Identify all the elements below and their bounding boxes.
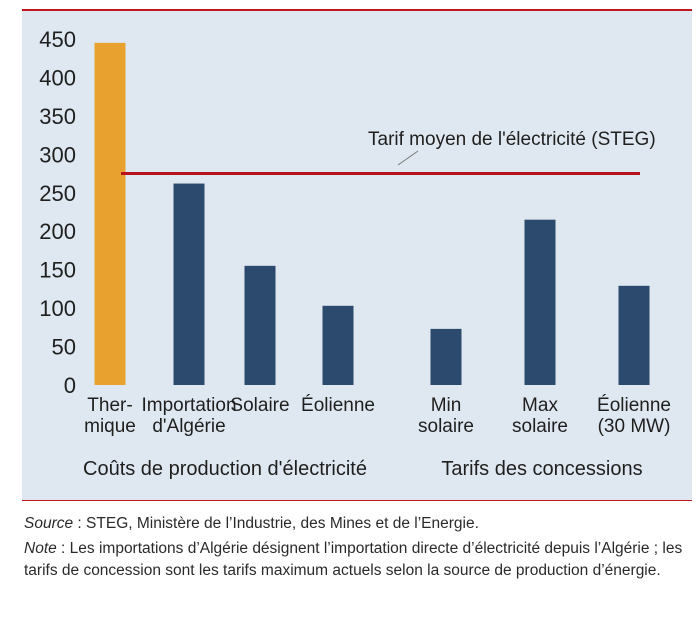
source-label: Source <box>24 515 74 532</box>
y-tick-label: 200 <box>39 219 76 244</box>
x-tick-label: mique <box>84 416 136 437</box>
group-label-concessions: Tarifs des concessions <box>441 458 642 480</box>
bottom-rule <box>22 500 692 501</box>
bar <box>244 265 276 385</box>
x-tick-label: Importation <box>141 395 236 416</box>
x-tick-label: Max <box>522 395 558 416</box>
x-tick-label: solaire <box>418 416 474 437</box>
bar <box>94 42 126 385</box>
note-label: Note <box>24 540 57 557</box>
top-rule <box>22 9 692 11</box>
y-tick-label: 250 <box>39 181 76 206</box>
source-note: Source : STEG, Ministère de l’Industrie,… <box>24 513 684 535</box>
x-tick-label: solaire <box>512 416 568 437</box>
bar <box>322 305 354 385</box>
y-tick-label: 400 <box>39 65 76 90</box>
y-tick-label: 50 <box>52 335 76 360</box>
bar-chart: 0 50 100 150 200 250 300 350 400 450 Ther-miqueImp… <box>39 27 671 480</box>
y-tick-label: 450 <box>39 27 76 52</box>
source-text: : STEG, Ministère de l’Industrie, des Mi… <box>73 515 479 532</box>
x-tick-label: d'Algérie <box>152 416 225 437</box>
reference-line-label: Tarif moyen de l'électricité (STEG) <box>368 129 656 150</box>
y-tick-label: 100 <box>39 296 76 321</box>
x-tick-label: (30 MW) <box>598 416 671 437</box>
x-tick-label: Min <box>431 395 462 416</box>
y-tick-label: 350 <box>39 104 76 129</box>
bar <box>430 328 462 385</box>
bar <box>618 285 650 385</box>
x-tick-label: Ther- <box>87 395 132 416</box>
y-tick-label: 300 <box>39 142 76 167</box>
y-tick-label: 150 <box>39 258 76 283</box>
bar <box>524 219 556 385</box>
x-tick-label: Éolienne <box>301 395 375 416</box>
reference-line-leader <box>397 150 419 166</box>
bar <box>173 183 205 385</box>
chart-panel <box>22 11 692 501</box>
group-label-production: Coûts de production d'électricité <box>83 458 367 480</box>
explanatory-note: Note : Les importations d’Algérie désign… <box>24 538 684 582</box>
x-tick-label: Éolienne <box>597 395 671 416</box>
note-text: : Les importations d’Algérie désignent l… <box>24 540 683 579</box>
y-tick-label: 0 <box>64 373 76 398</box>
x-tick-label: Solaire <box>230 395 289 416</box>
